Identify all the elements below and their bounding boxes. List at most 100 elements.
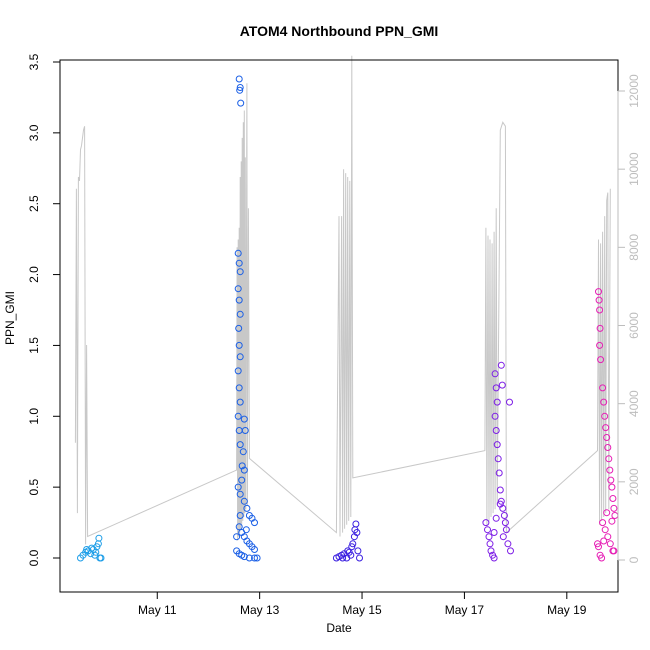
data-point (507, 547, 514, 555)
data-point (83, 546, 91, 553)
data-point (234, 285, 242, 293)
data-point (490, 529, 498, 536)
data-point (235, 384, 243, 392)
data-point (234, 483, 242, 491)
data-point (240, 415, 248, 423)
data-point (487, 547, 495, 555)
data-point (482, 519, 490, 527)
y2-tick-label: 12000 (627, 74, 641, 108)
data-point (235, 259, 243, 267)
data-point (236, 398, 244, 406)
y-tick-label: 2.0 (27, 266, 41, 283)
data-point (352, 520, 360, 528)
data-point (492, 514, 500, 522)
right-axis: 0 2000 4000 6000 8000 10000 12000 (617, 74, 641, 563)
data-point (491, 370, 499, 378)
y2-tick-label: 6000 (627, 312, 641, 339)
data-point (595, 543, 602, 551)
data-point (236, 310, 244, 318)
data-point (600, 398, 608, 406)
data-point (251, 554, 258, 562)
data-point (233, 533, 241, 541)
data-point (356, 554, 363, 562)
data-point (235, 296, 243, 304)
x-tick-label: May 17 (445, 603, 485, 617)
data-point (236, 490, 244, 498)
data-point (237, 99, 245, 107)
data-point (501, 519, 509, 527)
y-tick-label: 1.0 (27, 408, 41, 425)
data-point (235, 523, 243, 531)
y-tick-label: 3.0 (27, 124, 41, 141)
data-point (354, 547, 362, 555)
data-point (236, 353, 244, 361)
data-point (353, 529, 361, 536)
data-point (236, 268, 244, 276)
data-point (498, 381, 506, 389)
points-layer (77, 75, 619, 562)
point-cluster-4 (482, 361, 514, 562)
data-point (486, 540, 494, 548)
data-point (490, 554, 498, 562)
data-point (348, 543, 356, 551)
data-point (598, 554, 606, 562)
data-point (595, 296, 603, 304)
data-point (597, 356, 605, 364)
data-point (504, 540, 512, 548)
data-point (493, 441, 501, 449)
data-point (496, 500, 504, 508)
data-point (234, 367, 242, 375)
data-point (236, 441, 244, 449)
data-point (238, 462, 246, 470)
data-point (241, 427, 249, 434)
y-tick-label: 3.5 (27, 53, 41, 70)
data-point (609, 495, 617, 502)
data-point (95, 534, 103, 542)
data-point (605, 455, 613, 463)
data-point (236, 84, 244, 91)
data-point (495, 469, 503, 477)
data-point (608, 483, 616, 491)
data-point (506, 398, 513, 406)
data-point (603, 509, 611, 517)
grey-series-layer (74, 55, 611, 545)
y2-tick-label: 2000 (627, 468, 641, 495)
data-point (234, 249, 242, 257)
x-axis: May 11 May 13 May 15 May 17 May 19 (138, 592, 587, 617)
data-point (606, 466, 614, 474)
data-point (242, 526, 250, 534)
data-point (251, 519, 258, 527)
data-point (339, 554, 347, 562)
data-point (599, 384, 607, 392)
data-point (349, 540, 357, 548)
y-tick-label: 0.0 (27, 549, 41, 566)
data-point (603, 434, 611, 441)
y-axis: 0.0 0.5 1.0 1.5 2.0 2.5 3.0 3.5 (27, 53, 61, 566)
data-point (251, 546, 258, 553)
x-tick-label: May 11 (138, 603, 177, 617)
data-point (347, 551, 355, 559)
chart-title: ATOM4 Northbound PPN_GMI (240, 23, 439, 39)
y2-tick-label: 10000 (627, 152, 641, 186)
y2-tick-label: 8000 (627, 234, 641, 261)
data-point (97, 554, 105, 562)
data-point (595, 288, 602, 296)
data-point (600, 537, 608, 545)
data-point (88, 544, 96, 552)
data-point (236, 512, 244, 519)
data-point (604, 444, 612, 451)
data-point (602, 424, 610, 432)
y-axis-label: PPN_GMI (3, 291, 17, 345)
data-point (245, 554, 253, 562)
data-point (596, 306, 604, 314)
x-axis-label: Date (326, 621, 352, 635)
y2-tick-label: 0 (627, 556, 641, 563)
data-point (253, 554, 261, 562)
data-point (596, 324, 604, 332)
data-point (596, 341, 604, 349)
y-tick-label: 1.5 (27, 337, 41, 354)
data-point (502, 526, 510, 534)
x-tick-label: May 19 (547, 603, 587, 617)
data-point (599, 519, 607, 527)
